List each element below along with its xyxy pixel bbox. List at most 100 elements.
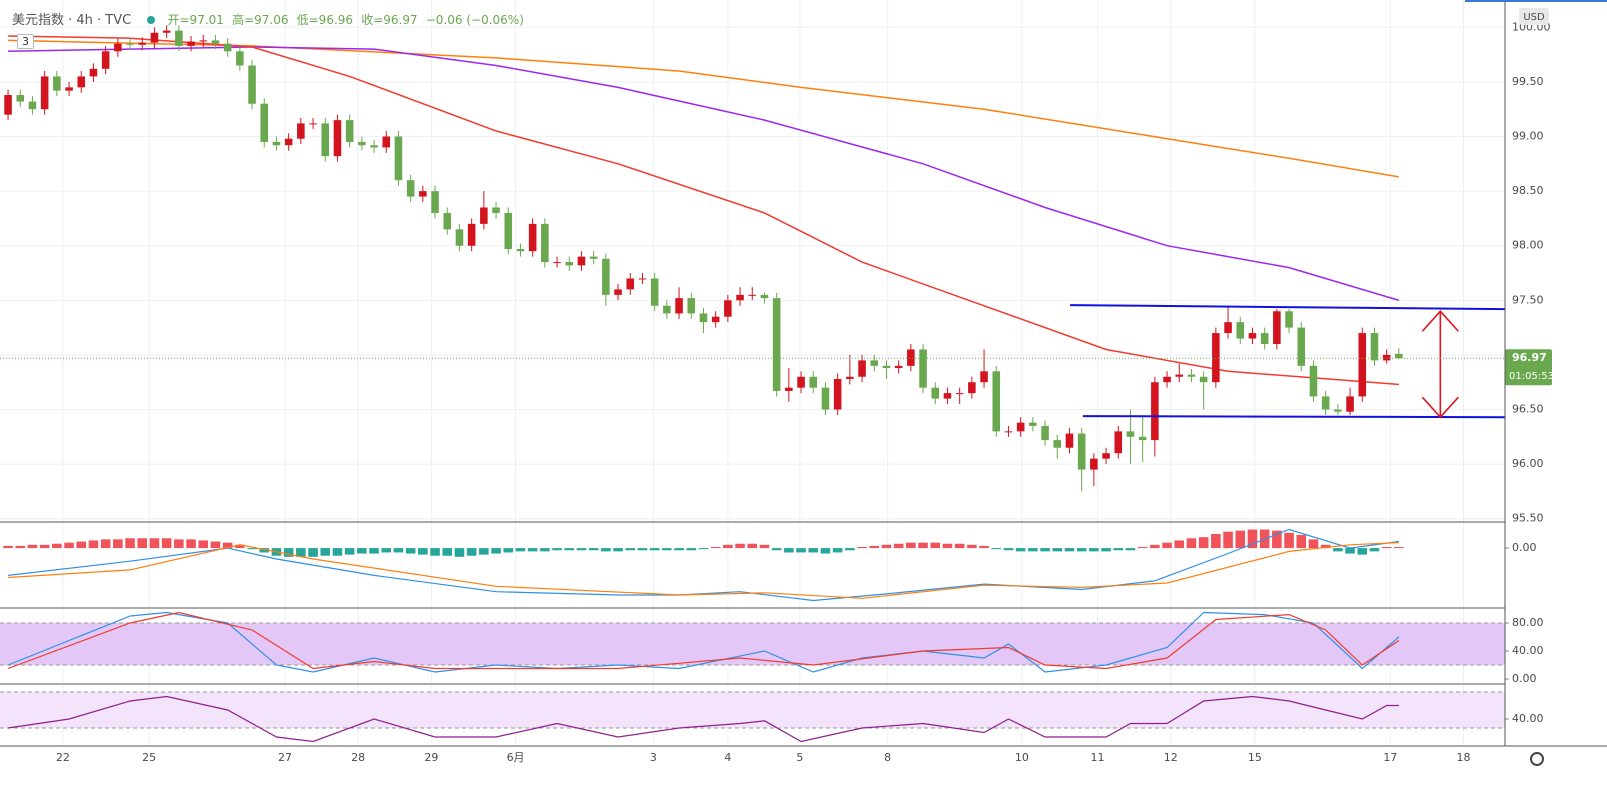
- macd-histogram: [27, 544, 38, 549]
- candle-body: [1053, 440, 1062, 448]
- macd-histogram: [820, 548, 831, 554]
- macd-histogram: [320, 548, 331, 556]
- macd-histogram: [174, 539, 184, 549]
- macd-histogram: [100, 539, 111, 549]
- x-tick-label: 27: [278, 751, 292, 764]
- trend-line: [1082, 415, 1506, 419]
- candle-body: [748, 294, 757, 296]
- x-tick-label: 5: [796, 751, 803, 764]
- macd-histogram: [1162, 542, 1172, 549]
- candle-body: [406, 180, 415, 197]
- candle-body: [1004, 431, 1013, 433]
- ohlc-low: 低=96.96: [296, 13, 354, 27]
- candle-body: [602, 258, 610, 295]
- candle-body: [760, 294, 769, 299]
- x-tick-label: 4: [724, 751, 731, 764]
- macd-histogram: [381, 548, 392, 553]
- macd-histogram: [857, 547, 867, 549]
- candle-body: [1297, 327, 1306, 366]
- y-tick-label: 95.50: [1512, 512, 1544, 525]
- candle-body: [1102, 453, 1110, 459]
- candle-body: [797, 376, 805, 388]
- range-arrow: [1421, 310, 1459, 419]
- x-tick-label: 3: [650, 751, 657, 764]
- macd-histogram: [186, 539, 196, 549]
- macd-histogram: [1357, 548, 1368, 555]
- candle-body: [358, 141, 366, 146]
- macd-histogram: [967, 544, 977, 549]
- macd-histogram: [1015, 548, 1026, 552]
- candle-body: [492, 207, 500, 213]
- trend-line: [1070, 304, 1506, 311]
- settings-icon[interactable]: [1530, 752, 1544, 766]
- candle-body: [309, 123, 317, 125]
- candle-body: [833, 378, 842, 410]
- macd-histogram: [710, 547, 721, 549]
- macd-histogram: [723, 544, 733, 549]
- candle-body: [809, 376, 818, 388]
- candle-body: [248, 65, 256, 104]
- macd-histogram: [405, 548, 416, 554]
- x-tick-label: 25: [142, 751, 156, 764]
- macd-line: [8, 542, 1399, 599]
- candle-body: [297, 123, 305, 139]
- y-tick-label: 97.50: [1512, 293, 1544, 306]
- y-tick-label: 0.00: [1512, 541, 1537, 554]
- ohlc-change: −0.06 (−0.06%): [425, 13, 524, 27]
- candle-body: [321, 123, 330, 157]
- x-tick-label: 18: [1457, 751, 1471, 764]
- candle-body: [1029, 422, 1037, 426]
- macd-histogram: [564, 548, 575, 551]
- macd-histogram: [649, 548, 660, 551]
- candle-body: [504, 212, 513, 249]
- macd-histogram: [613, 548, 623, 552]
- countdown: 01:05:53: [1509, 371, 1554, 382]
- macd-histogram: [698, 548, 709, 550]
- y-tick-label: 0.00: [1512, 672, 1537, 685]
- macd-histogram: [1211, 533, 1221, 549]
- candle-body: [260, 103, 269, 142]
- macd-histogram: [845, 548, 855, 551]
- macd-histogram: [1052, 548, 1063, 552]
- candle-body: [1016, 422, 1025, 432]
- macd-histogram: [88, 540, 99, 549]
- macd-histogram: [283, 548, 294, 557]
- macd-histogram: [735, 543, 745, 549]
- candle-body: [992, 371, 1001, 432]
- candle-body: [162, 30, 171, 33]
- macd-histogram: [1381, 547, 1392, 549]
- candle-body: [150, 32, 159, 43]
- macd-histogram: [759, 544, 770, 549]
- indicator-line: [7, 611, 1400, 673]
- macd-histogram: [198, 540, 209, 549]
- macd-histogram: [1028, 548, 1038, 552]
- indicator-count[interactable]: 3: [17, 34, 34, 49]
- macd-histogram: [1040, 548, 1050, 552]
- candle-body: [114, 43, 122, 52]
- macd-histogram: [503, 548, 514, 553]
- x-tick-label: 11: [1091, 751, 1105, 764]
- macd-histogram: [466, 548, 477, 556]
- macd-histogram: [1296, 535, 1307, 549]
- candle-body: [16, 95, 25, 102]
- candle-body: [882, 365, 891, 369]
- macd-histogram: [15, 545, 26, 549]
- indicator-line: [7, 611, 1400, 670]
- candle-body: [101, 51, 110, 69]
- x-tick-label: 12: [1164, 751, 1178, 764]
- macd-histogram: [247, 548, 257, 550]
- macd-histogram: [332, 548, 343, 556]
- macd-histogram: [64, 542, 74, 549]
- candle-body: [1126, 431, 1135, 437]
- x-tick-label: 28: [351, 751, 365, 764]
- candle-body: [1175, 374, 1184, 377]
- x-tick-label: 17: [1383, 751, 1397, 764]
- candle-body: [1370, 333, 1379, 361]
- macd-histogram: [308, 548, 318, 557]
- macd-histogram: [479, 548, 489, 555]
- currency: USD: [1523, 12, 1545, 23]
- ohlc-open: 开=97.01: [167, 13, 224, 27]
- macd-histogram: [1235, 530, 1246, 549]
- macd-histogram: [76, 541, 87, 549]
